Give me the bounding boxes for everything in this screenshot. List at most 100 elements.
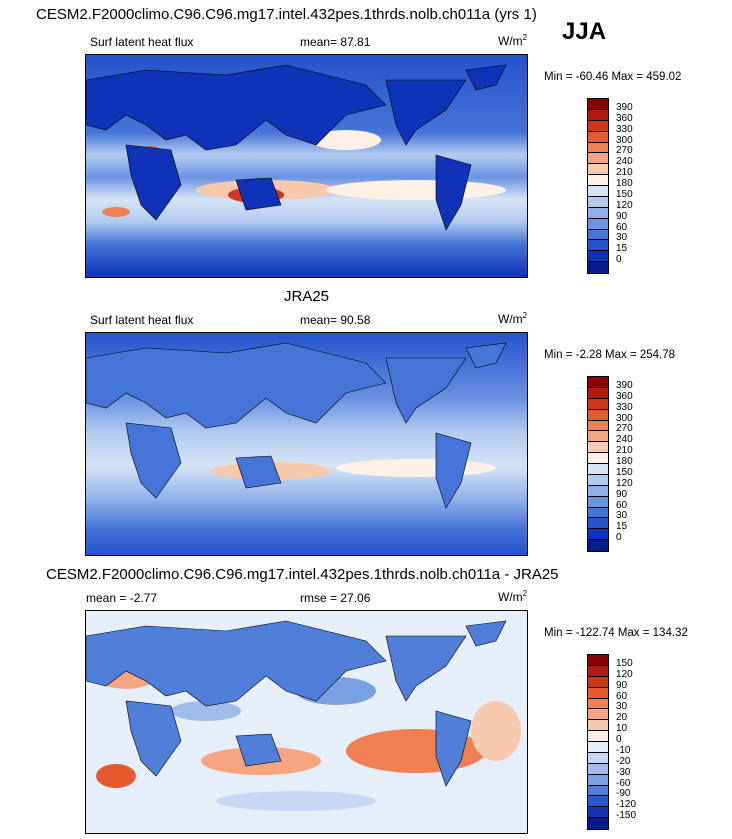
colorbar-swatch: [588, 431, 608, 443]
colorbar-tick-label: 30: [616, 232, 628, 244]
panel1-units: W/m2: [498, 33, 527, 48]
panel1-minmax: Min = -60.46 Max = 459.02: [544, 71, 682, 83]
colorbar-tick-label: 0: [616, 254, 622, 266]
units-sup: 2: [522, 589, 528, 598]
panel3-rmse: rmse = 27.06: [300, 591, 370, 605]
units: W/m: [498, 34, 523, 48]
colorbar-swatch: [588, 218, 608, 230]
panel2-minmax: Min = -2.28 Max = 254.78: [544, 349, 676, 361]
diff-patch: [471, 701, 521, 761]
colorbar-swatch: [588, 240, 608, 252]
colorbar-tick-label: 15: [616, 521, 628, 533]
rmse-value: 27.06: [340, 591, 371, 605]
colorbar-tick-label: 10: [616, 723, 628, 735]
colorbar-tick-label: 270: [616, 423, 633, 435]
colorbar-swatch: [588, 474, 608, 486]
warm-band: [336, 459, 496, 477]
colorbar-swatch: [588, 131, 608, 143]
colorbar-swatch: [588, 496, 608, 508]
colorbar-tick-label: 330: [616, 123, 633, 135]
colorbar-swatch: [588, 742, 608, 753]
colorbar-tick-label: 300: [616, 412, 633, 424]
colorbar-swatch: [588, 818, 608, 829]
panel3-map-svg: [86, 611, 527, 833]
colorbar-swatch: [588, 196, 608, 208]
panel3-map: [85, 610, 528, 834]
continents: [86, 342, 507, 509]
colorbar-swatch: [588, 153, 608, 165]
colorbar-tick-label: 15: [616, 243, 628, 255]
colorbar-tick-label: 90: [616, 488, 628, 500]
colorbar-swatch: [588, 540, 608, 551]
colorbar-tick-label: 180: [616, 456, 633, 467]
mean-value: 87.81: [340, 35, 371, 49]
panel1-variable: Surf latent heat flux: [90, 35, 194, 49]
colorbar-tick-label: -90: [616, 788, 631, 800]
continents: [86, 64, 507, 231]
colorbar-tick-label: 120: [616, 199, 633, 211]
colorbar-swatch: [588, 164, 608, 176]
colorbar-tick-label: 0: [616, 734, 622, 745]
colorbar-swatch: [588, 442, 608, 454]
colorbar-swatch: [588, 785, 608, 797]
colorbar-swatch: [588, 507, 608, 519]
colorbar-swatch: [588, 485, 608, 497]
colorbar-swatch: [588, 453, 608, 464]
colorbar-swatch: [588, 464, 608, 475]
colorbar-swatch: [588, 409, 608, 421]
colorbar-swatch: [588, 420, 608, 432]
colorbar-swatch: [588, 142, 608, 154]
panel3-title: CESM2.F2000climo.C96.C96.mg17.intel.432p…: [46, 566, 559, 583]
hot-spot: [102, 207, 130, 217]
units-sup: 2: [522, 33, 528, 42]
colorbar-tick-label: -10: [616, 744, 631, 756]
colorbar-swatch: [588, 109, 608, 121]
colorbar-tick-label: 210: [616, 445, 633, 457]
panel3-mean: mean = -2.77: [86, 591, 157, 605]
continents: [86, 620, 507, 787]
colorbar-swatch: [588, 720, 608, 732]
mean-value: 90.58: [340, 313, 371, 327]
colorbar-tick-label: 180: [616, 178, 633, 189]
panel1-title: CESM2.F2000climo.C96.C96.mg17.intel.432p…: [36, 6, 537, 23]
colorbar-swatch: [588, 665, 608, 677]
colorbar-tick-label: 120: [616, 477, 633, 489]
warm-band: [326, 180, 506, 200]
units: W/m: [498, 590, 523, 604]
colorbar-swatch: [588, 529, 608, 541]
colorbar-swatch: [588, 752, 608, 764]
colorbar-tick-label: -150: [616, 810, 637, 822]
colorbar-swatch: [588, 698, 608, 710]
colorbar-swatch: [588, 251, 608, 263]
mean-label: mean=: [300, 313, 338, 327]
colorbar-swatch: [588, 676, 608, 688]
colorbar-tick-label: 150: [616, 657, 633, 669]
colorbar-tick-label: 270: [616, 145, 633, 157]
panel3-units: W/m2: [498, 589, 527, 604]
colorbar-tick-label: 300: [616, 134, 633, 146]
mean-label: mean =: [86, 591, 127, 605]
colorbar-swatch: [588, 262, 608, 273]
panel2-colorbar: [587, 376, 609, 552]
panel2-title: JRA25: [284, 288, 330, 305]
colorbar-swatch: [588, 99, 608, 110]
colorbar-tick-label: -120: [616, 799, 637, 811]
warm-patch: [311, 130, 381, 150]
diff-patch: [171, 701, 241, 721]
colorbar-swatch: [588, 387, 608, 399]
colorbar-tick-label: 20: [616, 712, 628, 724]
panel2-variable: Surf latent heat flux: [90, 313, 194, 327]
colorbar-tick-label: 60: [616, 221, 628, 233]
rmse-label: rmse =: [300, 591, 338, 605]
colorbar-swatch: [588, 229, 608, 241]
colorbar-tick-label: 0: [616, 532, 622, 544]
colorbar-tick-label: 390: [616, 101, 633, 113]
colorbar-tick-label: 150: [616, 466, 633, 478]
colorbar-tick-label: 210: [616, 167, 633, 179]
season-label: JJA: [562, 18, 607, 45]
colorbar-swatch: [588, 807, 608, 819]
colorbar-swatch: [588, 207, 608, 219]
units: W/m: [498, 312, 523, 326]
colorbar-swatch: [588, 377, 608, 388]
colorbar-tick-label: 90: [616, 679, 628, 691]
